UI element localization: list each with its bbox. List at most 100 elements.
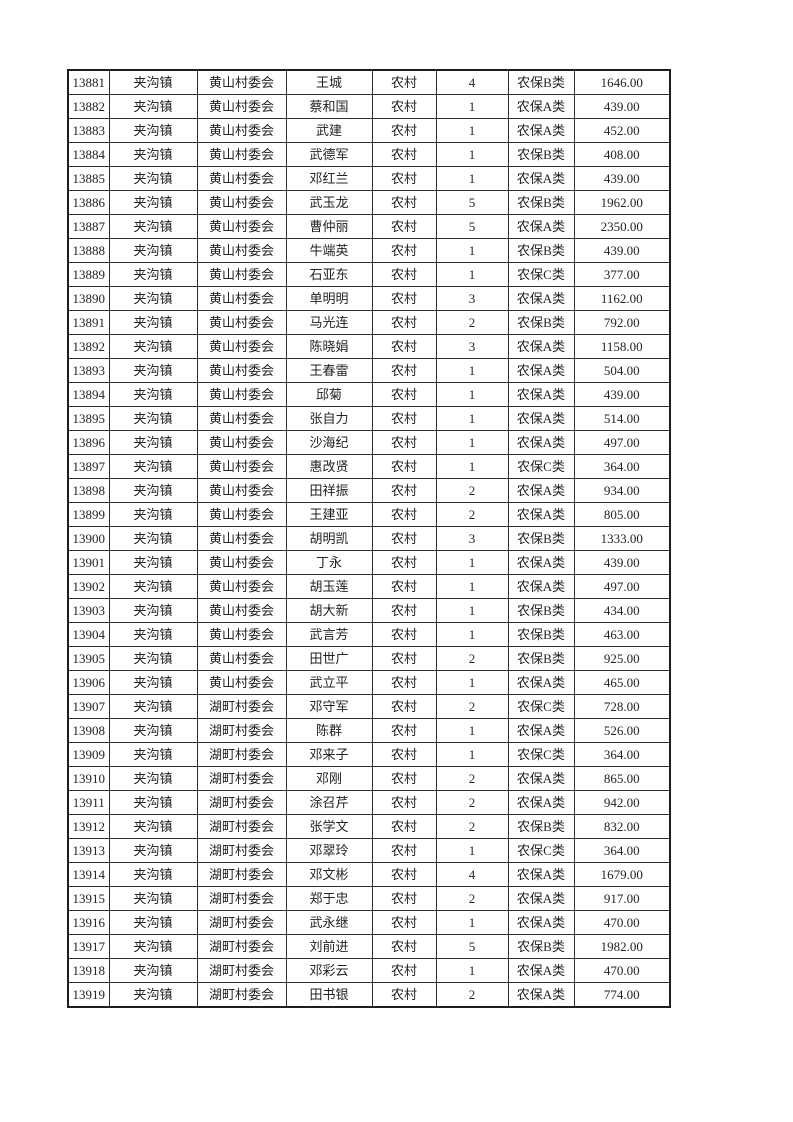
cell-record-id: 13916 — [67, 910, 110, 935]
cell-amount: 774.00 — [573, 982, 671, 1008]
cell-insurance-class: 农保A类 — [507, 478, 575, 503]
cell-residence-type: 农村 — [371, 838, 437, 863]
cell-residence-type: 农村 — [371, 814, 437, 839]
cell-person-count: 1 — [435, 118, 509, 143]
cell-record-id: 13896 — [67, 430, 110, 455]
cell-record-id: 13898 — [67, 478, 110, 503]
cell-record-id: 13881 — [67, 69, 110, 95]
cell-residence-type: 农村 — [371, 550, 437, 575]
cell-person-count: 2 — [435, 646, 509, 671]
cell-person-name: 邓彩云 — [285, 958, 373, 983]
cell-village-committee: 湖町村委会 — [196, 694, 287, 719]
table-row: 13887 夹沟镇 黄山村委会 曹仲丽 农村 5 农保A类 2350.00 — [67, 214, 671, 239]
cell-residence-type: 农村 — [371, 646, 437, 671]
cell-person-name: 涂召芹 — [285, 790, 373, 815]
cell-residence-type: 农村 — [371, 910, 437, 935]
cell-person-name: 田世广 — [285, 646, 373, 671]
cell-village-committee: 黄山村委会 — [196, 646, 287, 671]
cell-residence-type: 农村 — [371, 190, 437, 215]
cell-record-id: 13910 — [67, 766, 110, 791]
cell-person-count: 2 — [435, 478, 509, 503]
cell-insurance-class: 农保A类 — [507, 382, 575, 407]
cell-residence-type: 农村 — [371, 622, 437, 647]
cell-residence-type: 农村 — [371, 262, 437, 287]
cell-insurance-class: 农保C类 — [507, 838, 575, 863]
cell-insurance-class: 农保B类 — [507, 238, 575, 263]
cell-person-name: 武玉龙 — [285, 190, 373, 215]
cell-person-count: 1 — [435, 406, 509, 431]
cell-record-id: 13882 — [67, 94, 110, 119]
cell-residence-type: 农村 — [371, 382, 437, 407]
cell-town: 夹沟镇 — [108, 958, 198, 983]
cell-town: 夹沟镇 — [108, 214, 198, 239]
cell-village-committee: 黄山村委会 — [196, 286, 287, 311]
cell-person-name: 武德军 — [285, 142, 373, 167]
cell-insurance-class: 农保A类 — [507, 790, 575, 815]
cell-person-count: 5 — [435, 190, 509, 215]
cell-residence-type: 农村 — [371, 958, 437, 983]
cell-town: 夹沟镇 — [108, 910, 198, 935]
table-row: 13899 夹沟镇 黄山村委会 王建亚 农村 2 农保A类 805.00 — [67, 502, 671, 527]
cell-insurance-class: 农保B类 — [507, 598, 575, 623]
cell-village-committee: 黄山村委会 — [196, 598, 287, 623]
cell-village-committee: 黄山村委会 — [196, 382, 287, 407]
cell-person-name: 田祥振 — [285, 478, 373, 503]
cell-record-id: 13886 — [67, 190, 110, 215]
cell-town: 夹沟镇 — [108, 598, 198, 623]
cell-record-id: 13915 — [67, 886, 110, 911]
cell-amount: 439.00 — [573, 166, 671, 191]
cell-amount: 470.00 — [573, 910, 671, 935]
cell-person-name: 胡明凯 — [285, 526, 373, 551]
cell-town: 夹沟镇 — [108, 550, 198, 575]
cell-person-count: 3 — [435, 334, 509, 359]
cell-village-committee: 湖町村委会 — [196, 742, 287, 767]
cell-amount: 925.00 — [573, 646, 671, 671]
cell-person-count: 2 — [435, 886, 509, 911]
cell-residence-type: 农村 — [371, 214, 437, 239]
table-row: 13900 夹沟镇 黄山村委会 胡明凯 农村 3 农保B类 1333.00 — [67, 526, 671, 551]
cell-village-committee: 湖町村委会 — [196, 982, 287, 1008]
cell-amount: 439.00 — [573, 550, 671, 575]
cell-village-committee: 黄山村委会 — [196, 69, 287, 95]
cell-residence-type: 农村 — [371, 406, 437, 431]
cell-village-committee: 黄山村委会 — [196, 430, 287, 455]
table-row: 13884 夹沟镇 黄山村委会 武德军 农村 1 农保B类 408.00 — [67, 142, 671, 167]
cell-amount: 514.00 — [573, 406, 671, 431]
cell-record-id: 13913 — [67, 838, 110, 863]
table-row: 13906 夹沟镇 黄山村委会 武立平 农村 1 农保A类 465.00 — [67, 670, 671, 695]
cell-amount: 377.00 — [573, 262, 671, 287]
cell-person-count: 4 — [435, 862, 509, 887]
cell-record-id: 13899 — [67, 502, 110, 527]
cell-village-committee: 黄山村委会 — [196, 454, 287, 479]
table-row: 13881 夹沟镇 黄山村委会 王城 农村 4 农保B类 1646.00 — [67, 69, 671, 95]
cell-insurance-class: 农保A类 — [507, 334, 575, 359]
cell-insurance-class: 农保B类 — [507, 142, 575, 167]
cell-town: 夹沟镇 — [108, 862, 198, 887]
cell-village-committee: 黄山村委会 — [196, 118, 287, 143]
cell-record-id: 13911 — [67, 790, 110, 815]
cell-record-id: 13914 — [67, 862, 110, 887]
cell-village-committee: 黄山村委会 — [196, 622, 287, 647]
cell-person-count: 1 — [435, 742, 509, 767]
cell-residence-type: 农村 — [371, 694, 437, 719]
cell-amount: 1982.00 — [573, 934, 671, 959]
cell-person-name: 丁永 — [285, 550, 373, 575]
cell-town: 夹沟镇 — [108, 934, 198, 959]
cell-town: 夹沟镇 — [108, 646, 198, 671]
cell-person-count: 1 — [435, 550, 509, 575]
cell-person-name: 王建亚 — [285, 502, 373, 527]
cell-village-committee: 湖町村委会 — [196, 814, 287, 839]
cell-person-name: 胡大新 — [285, 598, 373, 623]
cell-record-id: 13884 — [67, 142, 110, 167]
table-row: 13895 夹沟镇 黄山村委会 张自力 农村 1 农保A类 514.00 — [67, 406, 671, 431]
table-row: 13898 夹沟镇 黄山村委会 田祥振 农村 2 农保A类 934.00 — [67, 478, 671, 503]
table-row: 13885 夹沟镇 黄山村委会 邓红兰 农村 1 农保A类 439.00 — [67, 166, 671, 191]
cell-town: 夹沟镇 — [108, 238, 198, 263]
cell-amount: 463.00 — [573, 622, 671, 647]
cell-record-id: 13885 — [67, 166, 110, 191]
cell-insurance-class: 农保A类 — [507, 550, 575, 575]
cell-person-name: 武永继 — [285, 910, 373, 935]
cell-insurance-class: 农保B类 — [507, 310, 575, 335]
cell-record-id: 13890 — [67, 286, 110, 311]
cell-amount: 434.00 — [573, 598, 671, 623]
